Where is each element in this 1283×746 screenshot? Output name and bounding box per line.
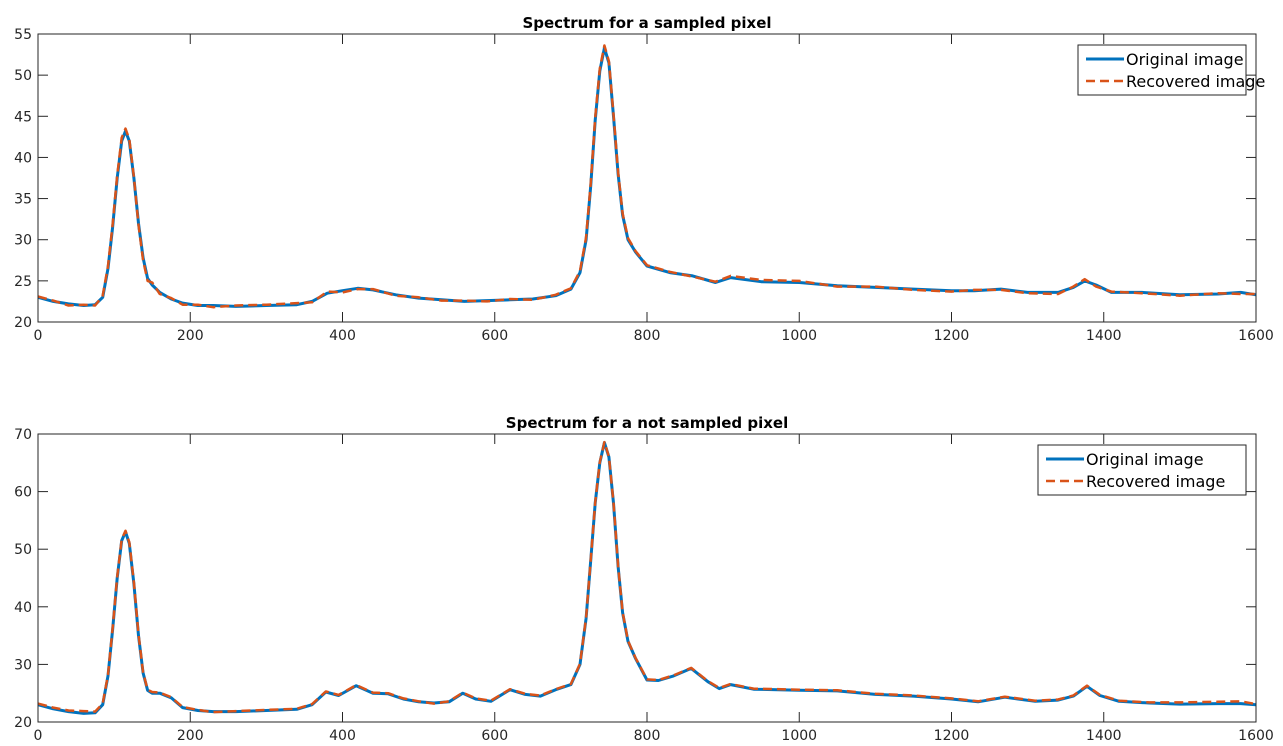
series-line-recovered [37,440,1257,714]
x-tick-label: 0 [34,728,43,744]
series-line-recovered [37,44,1256,309]
x-tick-label: 200 [177,728,204,744]
legend-entry: Recovered image [1126,72,1265,91]
y-tick-label: 50 [14,542,32,558]
x-tick-label: 1200 [934,328,970,344]
legend-box [1037,444,1247,496]
x-tick-label: 1600 [1238,328,1274,344]
legend-entry: Original image [1086,450,1204,469]
x-tick-label: 1400 [1086,328,1122,344]
x-tick-label: 600 [481,728,508,744]
y-tick-label: 20 [14,715,32,731]
legend-box [1077,44,1247,96]
y-tick-label: 45 [14,109,32,125]
y-tick-label: 60 [14,485,32,501]
subplot-bottom: Spectrum for a not sampled pixel 0 200 400 6… [14,414,1274,744]
y-tick-label: 55 [14,27,32,43]
x-tick-label: 1000 [781,328,817,344]
x-tick-label: 400 [329,328,356,344]
legend: Original image Recovered image [1077,44,1265,96]
x-tick-label: 200 [177,328,204,344]
x-tick-label: 800 [634,328,661,344]
x-tick-label: 1600 [1238,728,1274,744]
x-tick-label: 1400 [1086,728,1122,744]
y-tick-label: 25 [14,274,32,290]
legend-entry: Recovered image [1086,472,1225,491]
legend: Original image Recovered image [1037,444,1247,496]
y-tick-label: 70 [14,427,32,443]
y-tick-label: 35 [14,192,32,208]
x-tick-label: 600 [481,328,508,344]
y-tick-label: 50 [14,68,32,84]
x-tick-label: 1000 [781,728,817,744]
axes-box [37,33,1257,323]
x-tick-label: 800 [634,728,661,744]
y-tick-label: 40 [14,600,32,616]
series-line-original [37,46,1257,308]
y-tick-label: 20 [14,315,32,331]
x-tick-label: 0 [34,328,43,344]
y-tick-label: 40 [14,150,32,166]
legend-entry: Original image [1126,50,1244,69]
chart-title: Spectrum for a sampled pixel [522,14,771,32]
y-tick-label: 30 [14,657,32,673]
x-tick-label: 1200 [934,728,970,744]
y-tick-label: 30 [14,233,32,249]
x-tick-label: 400 [329,728,356,744]
subplot-top: Spectrum for a sampled pixel 0 200 400 600 80… [14,14,1274,344]
chart-title: Spectrum for a not sampled pixel [506,414,788,432]
